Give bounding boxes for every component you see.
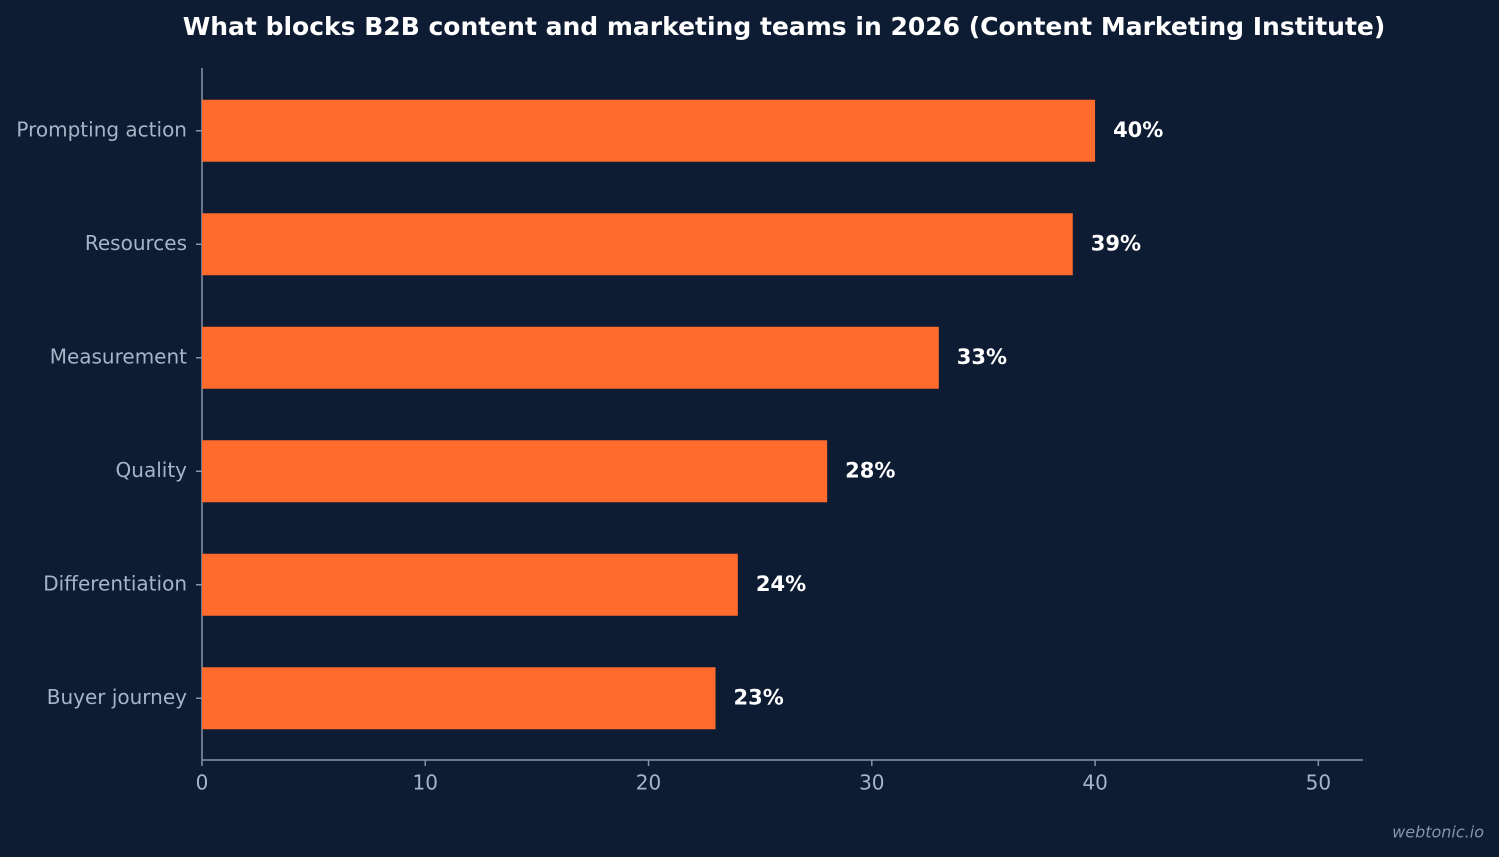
bar	[202, 440, 828, 503]
chart-title: What blocks B2B content and marketing te…	[183, 12, 1386, 41]
bar	[202, 553, 738, 616]
value-label: 33%	[957, 345, 1007, 369]
value-label: 24%	[756, 572, 806, 596]
x-tick-label: 20	[636, 771, 661, 795]
x-tick-label: 10	[413, 771, 438, 795]
value-label: 28%	[845, 458, 895, 482]
value-label: 23%	[734, 685, 784, 709]
x-tick-label: 0	[196, 771, 209, 795]
y-tick-label: Prompting action	[16, 117, 187, 141]
x-tick-label: 30	[859, 771, 884, 795]
x-tick-label: 40	[1082, 771, 1107, 795]
y-tick-label: Buyer journey	[47, 685, 187, 709]
bar	[202, 326, 939, 389]
bar	[202, 99, 1096, 162]
x-tick-label: 50	[1306, 771, 1331, 795]
y-tick-label: Differentiation	[43, 571, 187, 595]
credit: webtonic.io	[1392, 823, 1484, 842]
bar	[202, 213, 1073, 276]
y-tick-label: Measurement	[50, 344, 187, 368]
y-tick-label: Quality	[116, 458, 188, 482]
value-label: 39%	[1091, 231, 1141, 255]
value-label: 40%	[1113, 118, 1163, 142]
y-tick-label: Resources	[85, 231, 187, 255]
bar	[202, 667, 716, 730]
